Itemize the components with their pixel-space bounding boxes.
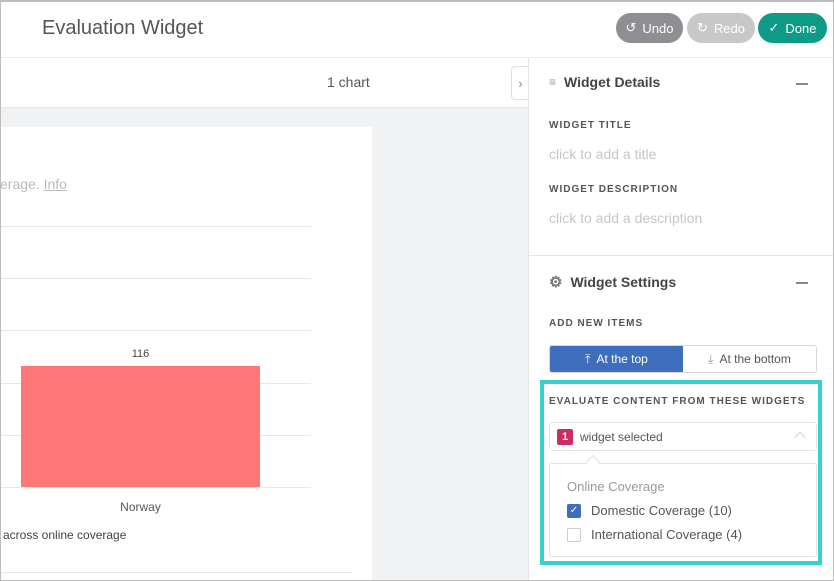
download-icon: ⤓ — [708, 351, 714, 366]
chart-card: erage. Info 116 Norway across online cove… — [0, 127, 372, 581]
check-icon: ✓ — [768, 20, 780, 35]
info-link[interactable]: Info — [43, 176, 67, 192]
x-tick-label: Norway — [120, 500, 161, 514]
gridline — [0, 278, 311, 279]
evaluate-highlight — [540, 380, 822, 565]
gear-icon: ⚙ — [549, 274, 563, 291]
collapse-panel-button[interactable]: › — [511, 66, 529, 100]
chart-caption: across online coverage — [3, 528, 127, 542]
widget-settings-header[interactable]: ⚙ Widget Settings — [549, 274, 677, 291]
option-international-coverage[interactable]: International Coverage (4) — [567, 527, 742, 542]
chart-description: erage. — [0, 176, 40, 192]
at-bottom-button[interactable]: ⤓ At the bottom — [683, 346, 816, 372]
data-label: 116 — [131, 347, 150, 360]
evaluate-label: EVALUATE CONTENT FROM THESE WIDGETS — [549, 396, 806, 407]
checkbox-unchecked[interactable] — [567, 527, 581, 542]
widget-title-input[interactable]: click to add a title — [549, 146, 657, 162]
page-title: Evaluation Widget — [42, 17, 204, 39]
header: Evaluation Widget ↺ Undo ↻ Redo ✓ Done — [0, 0, 834, 58]
canvas-toolbar: 1 chart — [0, 58, 528, 108]
gridline — [0, 330, 311, 332]
chart-count: 1 chart — [327, 74, 370, 90]
bar-chart: 116 Norway — [0, 127, 372, 581]
widget-dropdown: Online Coverage ✓ Domestic Coverage (10) … — [549, 463, 817, 557]
option-domestic-coverage[interactable]: ✓ Domestic Coverage (10) — [567, 503, 732, 518]
collapse-settings-icon[interactable] — [796, 282, 808, 284]
undo-button[interactable]: ↺ Undo — [616, 13, 683, 43]
chevron-right-icon: › — [518, 75, 523, 91]
redo-icon: ↻ — [697, 20, 708, 35]
collapse-details-icon[interactable] — [796, 83, 808, 85]
divider — [529, 255, 834, 256]
option-group-label: Online Coverage — [567, 479, 665, 494]
done-button[interactable]: ✓ Done — [758, 13, 827, 43]
widget-details-header[interactable]: ≡ Widget Details — [549, 74, 661, 90]
add-position-toggle: ⤒ At the top ⤓ At the bottom — [549, 345, 817, 373]
chevron-up-icon — [794, 431, 806, 443]
bar-norway[interactable] — [21, 365, 260, 487]
widget-select[interactable]: 1 widget selected — [549, 422, 817, 451]
text-lines-icon: ≡ — [549, 75, 557, 89]
gridline — [0, 225, 311, 227]
divider — [0, 572, 352, 573]
x-axis — [0, 487, 311, 488]
redo-button[interactable]: ↻ Redo — [687, 13, 755, 43]
checkbox-checked[interactable]: ✓ — [567, 503, 581, 518]
arrow-up-to-line-icon: ⤒ — [585, 351, 591, 366]
select-value: widget selected — [580, 429, 663, 444]
selected-count-badge: 1 — [557, 428, 573, 445]
add-new-items-label: ADD NEW ITEMS — [549, 318, 644, 329]
widget-description-label: WIDGET DESCRIPTION — [549, 184, 679, 195]
widget-title-label: WIDGET TITLE — [549, 120, 632, 131]
widget-description-input[interactable]: click to add a description — [549, 210, 703, 226]
at-top-button[interactable]: ⤒ At the top — [550, 346, 683, 372]
undo-icon: ↺ — [625, 20, 637, 35]
